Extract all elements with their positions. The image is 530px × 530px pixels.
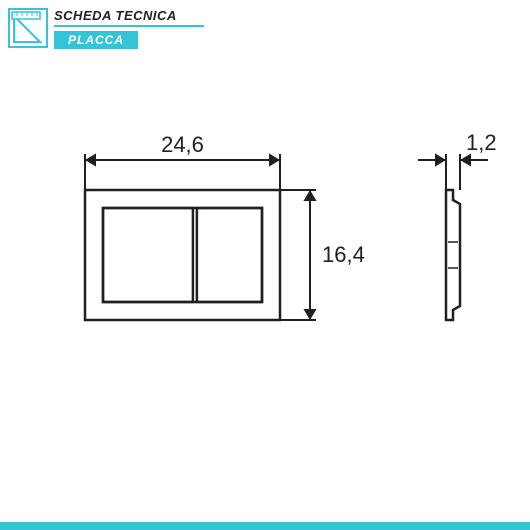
svg-text:24,6: 24,6: [161, 132, 204, 157]
doc-title: SCHEDA TECNICA: [54, 8, 204, 27]
bottom-accent-bar: [0, 522, 530, 530]
technical-drawing: 24,6 16,4 1,2: [0, 120, 530, 500]
doc-subtitle: PLACCA: [54, 31, 138, 49]
header: SCHEDA TECNICA PLACCA: [8, 8, 204, 49]
svg-text:1,2: 1,2: [466, 130, 497, 155]
svg-text:16,4: 16,4: [322, 242, 365, 267]
ruler-icon: [8, 8, 48, 48]
header-text: SCHEDA TECNICA PLACCA: [54, 8, 204, 49]
